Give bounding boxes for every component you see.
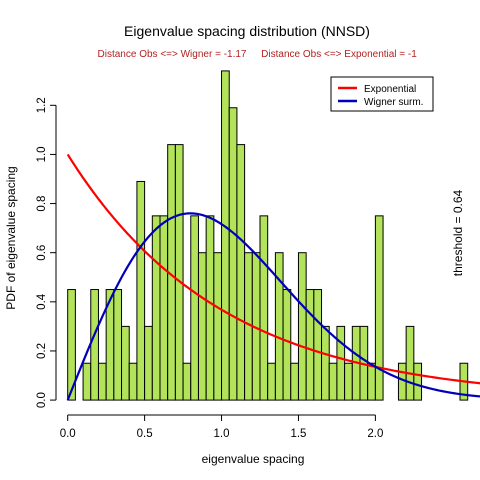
subtitle-wigner-distance: Distance Obs <=> Wigner = -1.17	[98, 49, 247, 60]
y-tick-label: 1.2	[36, 97, 48, 113]
histogram-bar	[336, 325, 346, 401]
histogram-bar	[221, 70, 230, 401]
histogram-bar	[367, 362, 376, 401]
histogram-bar	[236, 144, 246, 401]
histogram-bar	[297, 252, 307, 401]
histogram-bar	[182, 362, 192, 401]
histogram-bar	[144, 325, 153, 401]
histogram-bar	[374, 215, 384, 401]
histogram-bar	[190, 215, 199, 401]
histogram-bar	[128, 362, 138, 401]
histogram-bar	[344, 362, 353, 401]
histogram-bar	[67, 289, 76, 401]
x-tick-label: 1.0	[214, 428, 230, 440]
histogram-bar	[282, 289, 292, 401]
density-curves	[66, 153, 480, 401]
x-tick-label: 2.0	[367, 428, 383, 440]
histogram-bar	[328, 362, 338, 401]
histogram-bar	[259, 215, 269, 401]
histogram-bar	[113, 289, 123, 401]
histogram-bar	[313, 289, 323, 401]
histogram-bar	[213, 252, 223, 401]
chart-title: Eigenvalue spacing distribution (NNSD)	[124, 23, 370, 39]
histogram-bar	[267, 362, 276, 401]
histogram-bar	[97, 362, 107, 401]
y-tick-label: 0.0	[36, 392, 48, 408]
axes: 0.0 0.5 1.0 1.5 2.0 0.0 0.2 0.4 0.6 0.8 1.0 1.2	[36, 97, 383, 440]
x-tick-label: 0.5	[137, 428, 153, 440]
histogram-bar	[136, 180, 146, 401]
histogram-bar	[82, 362, 92, 401]
x-axis-label: eigenvalue spacing	[202, 452, 305, 466]
histogram-bar	[228, 107, 238, 401]
y-axis-label: PDF of eigenvalue spacing	[4, 166, 18, 309]
histogram-bar	[405, 325, 415, 401]
histogram-bar	[413, 362, 423, 401]
threshold-label: threshold = 0.64	[451, 189, 465, 276]
legend-label-wigner: Wigner surm.	[364, 97, 423, 108]
histogram-bar	[197, 252, 207, 401]
histogram-bar	[151, 215, 161, 401]
histogram-bar	[305, 289, 315, 401]
y-tick-label: 0.6	[36, 245, 48, 261]
x-tick-label: 1.5	[290, 428, 306, 440]
legend-box	[330, 76, 434, 112]
subtitle-exponential-distance: Distance Obs <=> Exponential = -1	[261, 49, 417, 60]
histogram-bar	[290, 362, 299, 401]
wigner-curve	[66, 212, 480, 401]
legend-label-exponential: Exponential	[364, 84, 416, 95]
y-tick-label: 0.2	[36, 343, 48, 359]
histogram-bar	[159, 215, 169, 401]
histogram-bar	[274, 252, 284, 401]
histogram-bar	[90, 289, 99, 401]
histogram-bar	[205, 215, 215, 401]
histogram-bar	[321, 325, 330, 401]
legend: Exponential Wigner surm.	[330, 76, 434, 112]
histogram-bar	[174, 144, 184, 401]
y-tick-label: 0.4	[36, 293, 48, 310]
x-tick-label: 0.0	[60, 428, 76, 440]
histogram-bar	[121, 325, 130, 401]
y-tick-label: 1.0	[36, 146, 48, 162]
y-tick-label: 0.8	[36, 196, 48, 212]
